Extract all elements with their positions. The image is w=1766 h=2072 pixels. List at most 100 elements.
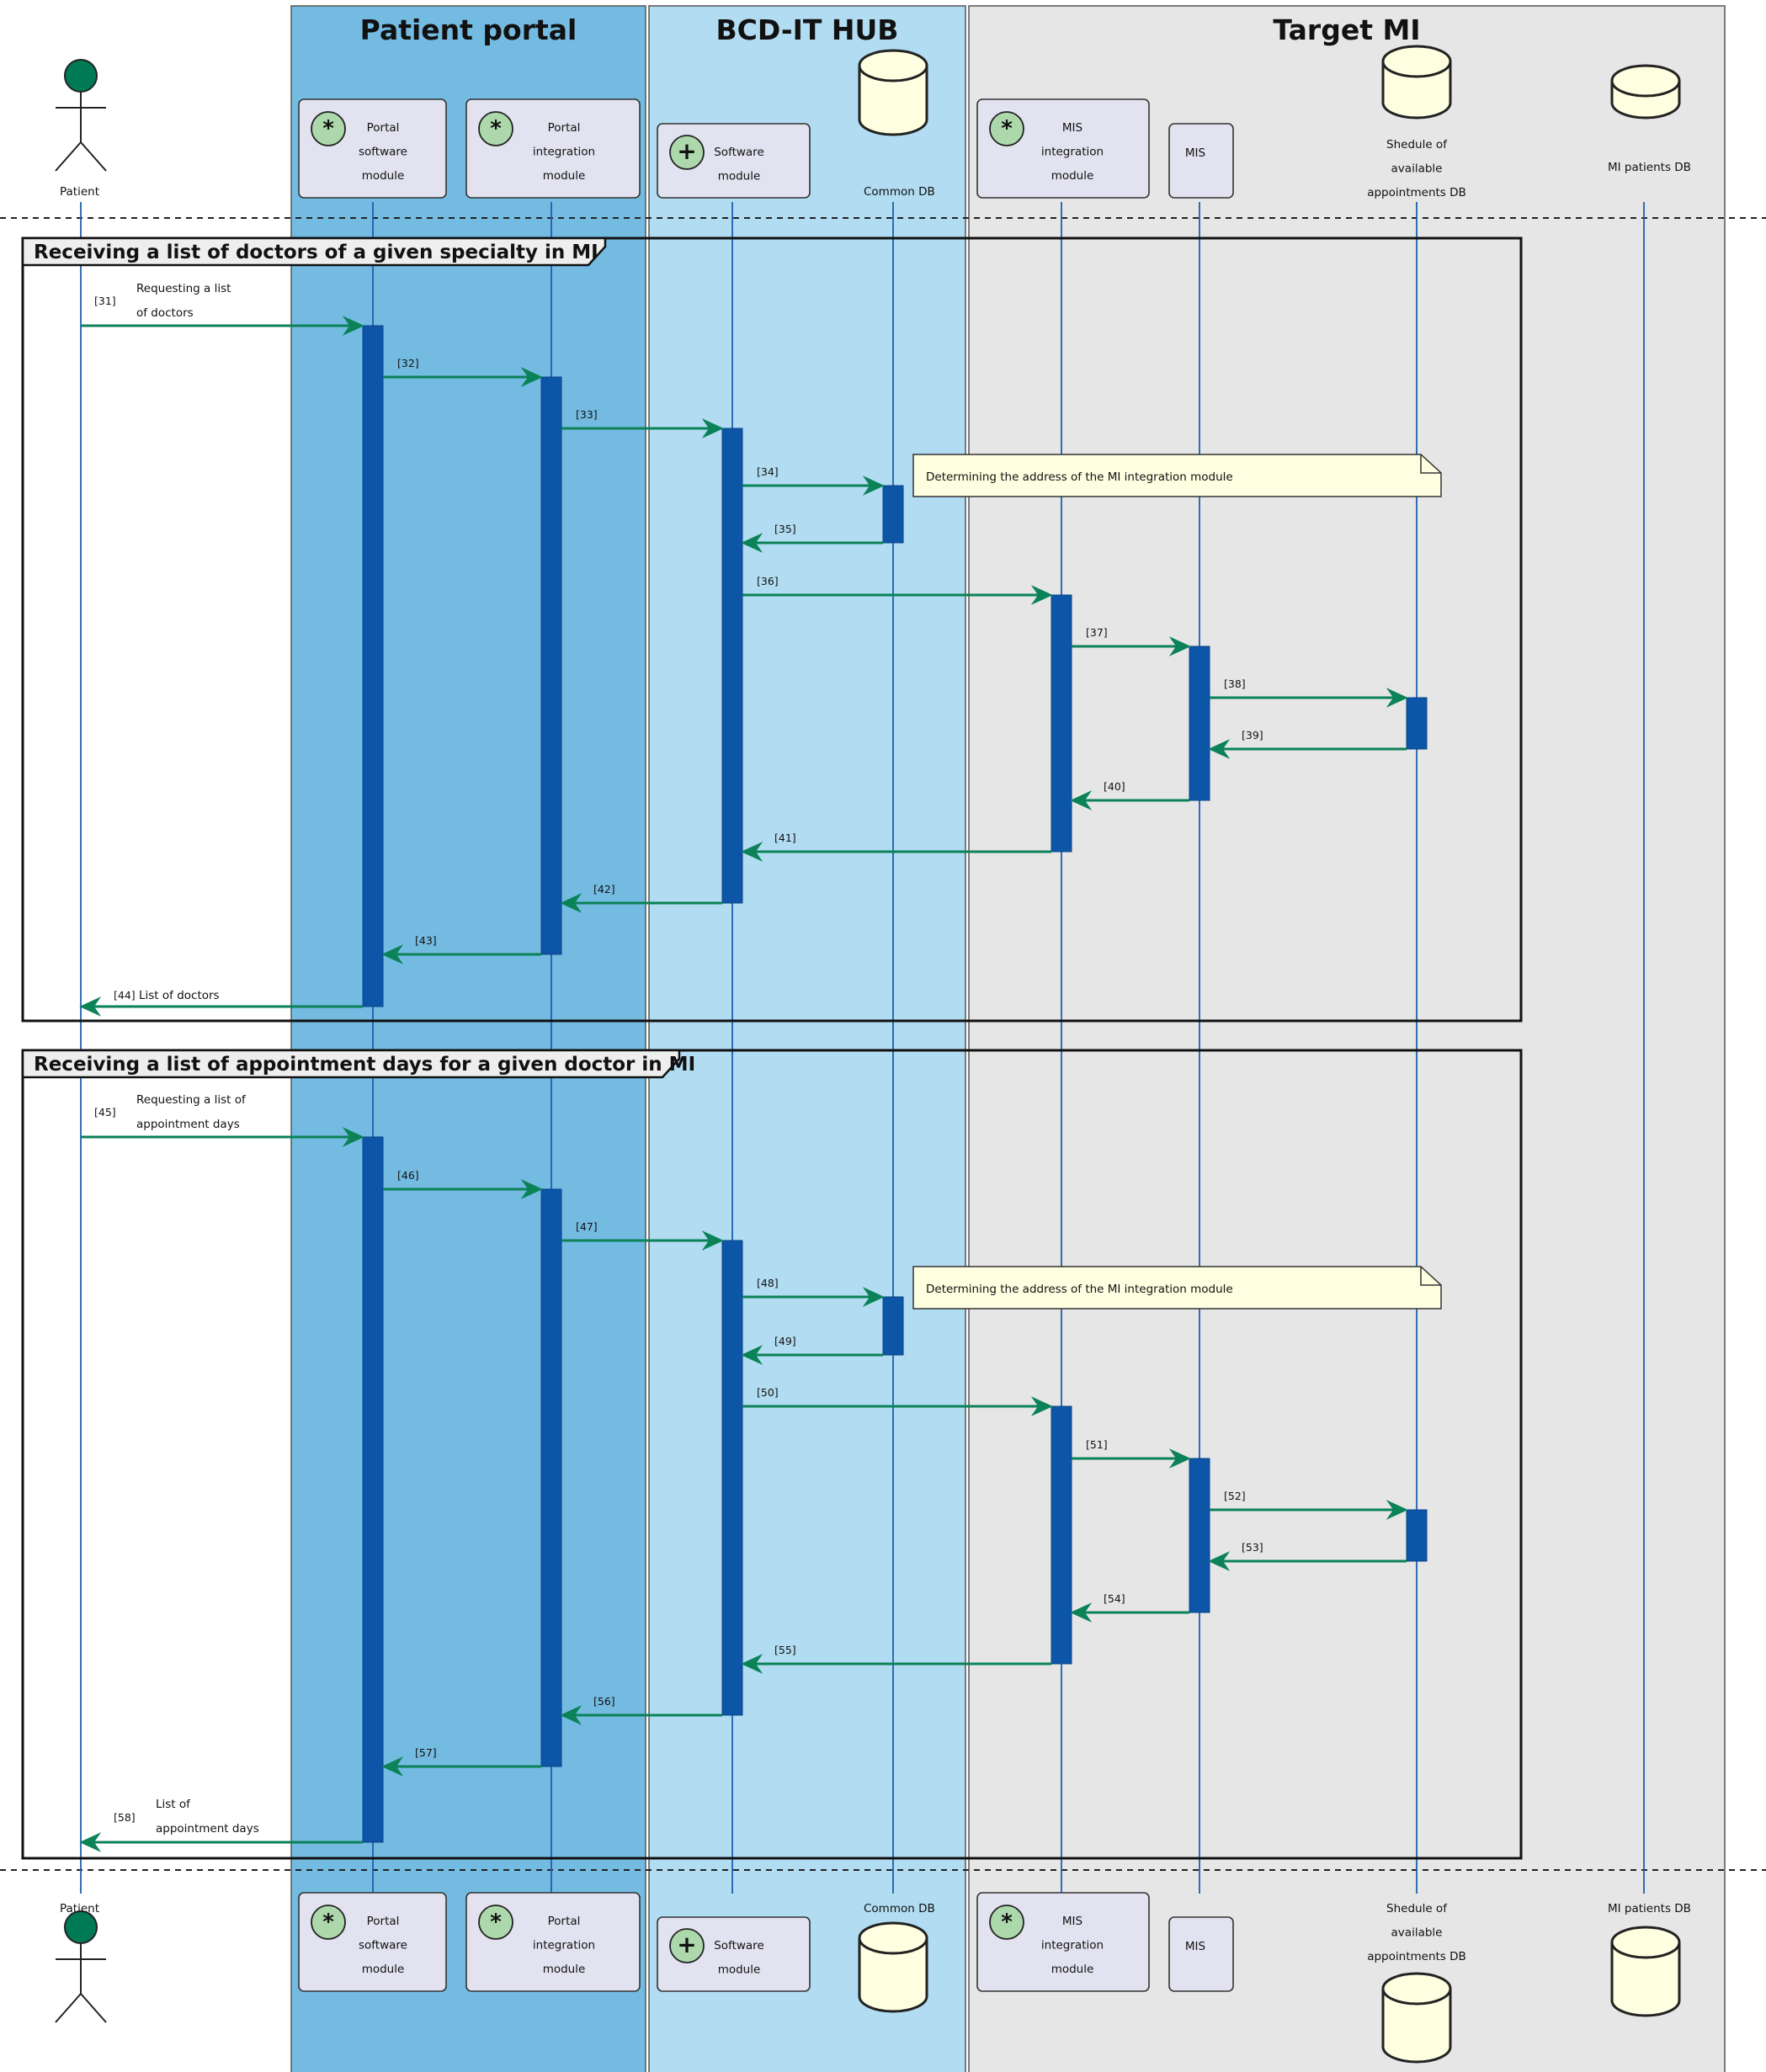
message-number: [36] bbox=[757, 575, 779, 587]
actor-icon bbox=[64, 59, 98, 93]
frame-2: Receiving a list of appointment days for… bbox=[21, 1049, 1523, 1860]
svg-text:*: * bbox=[1001, 1910, 1013, 1935]
lane-portal-title: Patient portal bbox=[360, 13, 577, 46]
participant-label: Common DB bbox=[864, 185, 935, 199]
participant-label: available bbox=[1391, 1926, 1443, 1940]
participant-box bbox=[1168, 1916, 1234, 1992]
arrowhead-icon bbox=[741, 533, 763, 553]
arrowhead-icon bbox=[79, 1832, 102, 1852]
lane-target-title: Target MI bbox=[1273, 13, 1420, 46]
participant-pps-bottom[interactable]: * Portal software module bbox=[298, 1892, 447, 1992]
frame-border bbox=[21, 236, 1523, 1023]
participant-ppi-bottom[interactable]: * Portal integration module bbox=[465, 1892, 641, 1992]
participant-label: integration bbox=[1041, 1939, 1104, 1952]
participant-label: appointments DB bbox=[1367, 186, 1466, 199]
message-number: [42] bbox=[593, 883, 615, 895]
participant-label: module bbox=[362, 1963, 405, 1976]
participant-label: module bbox=[1051, 1963, 1094, 1976]
arrowhead-icon bbox=[560, 1705, 582, 1725]
asterisk-icon: * bbox=[478, 1905, 513, 1940]
asterisk-icon: * bbox=[311, 111, 346, 146]
participant-mis[interactable]: MIS bbox=[1168, 123, 1234, 199]
activation-bar bbox=[540, 1188, 562, 1767]
arrowhead-icon bbox=[520, 367, 543, 387]
participant-mipdb-bottom[interactable]: MI patients DB bbox=[1608, 1902, 1691, 2017]
frame-title: Receiving a list of appointment days for… bbox=[34, 1054, 695, 1076]
participant-sched-bottom[interactable]: Shedule of available appointments DB bbox=[1367, 1902, 1466, 2064]
activation-bar bbox=[362, 325, 384, 1007]
participant-label: integration bbox=[1041, 146, 1104, 159]
lane-hub-background bbox=[648, 5, 966, 2072]
note: Determining the address of the MI integr… bbox=[912, 1266, 1442, 1310]
arrowhead-icon bbox=[1386, 688, 1408, 708]
participant-sched[interactable]: Shedule of available appointments DB bbox=[1367, 45, 1466, 199]
message-45: [45] Requesting a list of appointment days bbox=[81, 1093, 364, 1147]
participant-misi[interactable]: * MIS integration module bbox=[976, 98, 1150, 199]
message-number: [35] bbox=[774, 523, 796, 535]
participant-label: Portal bbox=[367, 121, 400, 135]
message-label: appointment days bbox=[136, 1118, 240, 1131]
frame-border bbox=[21, 1049, 1523, 1860]
asterisk-icon: * bbox=[989, 1905, 1024, 1940]
participant-label: appointments DB bbox=[1367, 1950, 1466, 1963]
lane-target: Target MI bbox=[968, 5, 1726, 2072]
actor-label: Patient bbox=[60, 1902, 99, 1915]
arrowhead-icon bbox=[701, 418, 724, 438]
arrowhead-icon bbox=[741, 842, 763, 862]
frame-tab bbox=[21, 236, 607, 267]
message-43: [43] bbox=[381, 934, 541, 964]
participant-patient[interactable]: Patient bbox=[55, 59, 107, 199]
participant-label: MIS bbox=[1185, 1940, 1205, 1953]
svg-text:+: + bbox=[677, 1931, 696, 1958]
participant-cdb[interactable]: Common DB bbox=[858, 49, 935, 199]
message-number: [44] bbox=[114, 989, 136, 1001]
participant-misi-bottom[interactable]: * MIS integration module bbox=[976, 1892, 1150, 1992]
participant-mipdb[interactable]: MI patients DB bbox=[1608, 64, 1691, 174]
arrowhead-icon bbox=[1386, 1500, 1408, 1520]
activation-bar bbox=[882, 1296, 904, 1356]
participant-hsw-bottom[interactable]: + Software module bbox=[657, 1916, 811, 1992]
participant-hsw[interactable]: + Software module bbox=[657, 123, 811, 199]
lane-hub: BCD-IT HUB bbox=[648, 5, 966, 2072]
actor-icon bbox=[64, 1910, 98, 1944]
participant-label: Common DB bbox=[864, 1902, 935, 1915]
message-44: [44] List of doctors bbox=[79, 989, 363, 1017]
participant-label: MIS bbox=[1062, 121, 1082, 135]
message-number: [39] bbox=[1242, 729, 1263, 741]
participant-ppi[interactable]: * Portal integration module bbox=[465, 98, 641, 199]
message-number: [40] bbox=[1104, 780, 1125, 793]
arrowhead-icon bbox=[342, 316, 364, 336]
participant-label: MIS bbox=[1185, 146, 1205, 160]
message-label: Requesting a list of bbox=[136, 1093, 247, 1107]
participant-label: module bbox=[718, 1963, 761, 1977]
message-35: [35] bbox=[741, 523, 883, 553]
participant-label: module bbox=[718, 170, 761, 183]
arrowhead-icon bbox=[741, 1345, 763, 1365]
activation-bar bbox=[721, 428, 743, 904]
note-text: Determining the address of the MI integr… bbox=[926, 470, 1233, 484]
database-icon bbox=[1381, 1972, 1452, 2064]
message-39: [39] bbox=[1208, 729, 1407, 759]
actor-stick-figure bbox=[55, 1943, 107, 2023]
message-number: [51] bbox=[1086, 1438, 1108, 1451]
message-33: [33] bbox=[561, 408, 724, 438]
database-icon bbox=[858, 1921, 928, 2013]
asterisk-icon: * bbox=[311, 1905, 346, 1940]
message-label: appointment days bbox=[156, 1822, 259, 1836]
participant-cdb-bottom[interactable]: Common DB bbox=[858, 1902, 935, 2013]
arrowhead-icon bbox=[560, 893, 582, 913]
arrowhead-icon bbox=[79, 996, 102, 1017]
participant-patient-bottom[interactable]: Patient bbox=[55, 1902, 107, 2023]
activation-bar bbox=[540, 376, 562, 955]
activation-bar bbox=[1406, 1509, 1428, 1562]
participant-mis-bottom[interactable]: MIS bbox=[1168, 1916, 1234, 1992]
plus-icon: + bbox=[669, 135, 705, 170]
message-number: [31] bbox=[94, 295, 116, 307]
participant-pps[interactable]: * Portal software module bbox=[298, 98, 447, 199]
participant-label: MI patients DB bbox=[1608, 1902, 1691, 1915]
message-number: [55] bbox=[774, 1644, 796, 1656]
participant-label: available bbox=[1391, 162, 1443, 176]
participant-label: Portal bbox=[367, 1915, 400, 1928]
arrowhead-icon bbox=[381, 944, 404, 964]
asterisk-icon: * bbox=[478, 111, 513, 146]
